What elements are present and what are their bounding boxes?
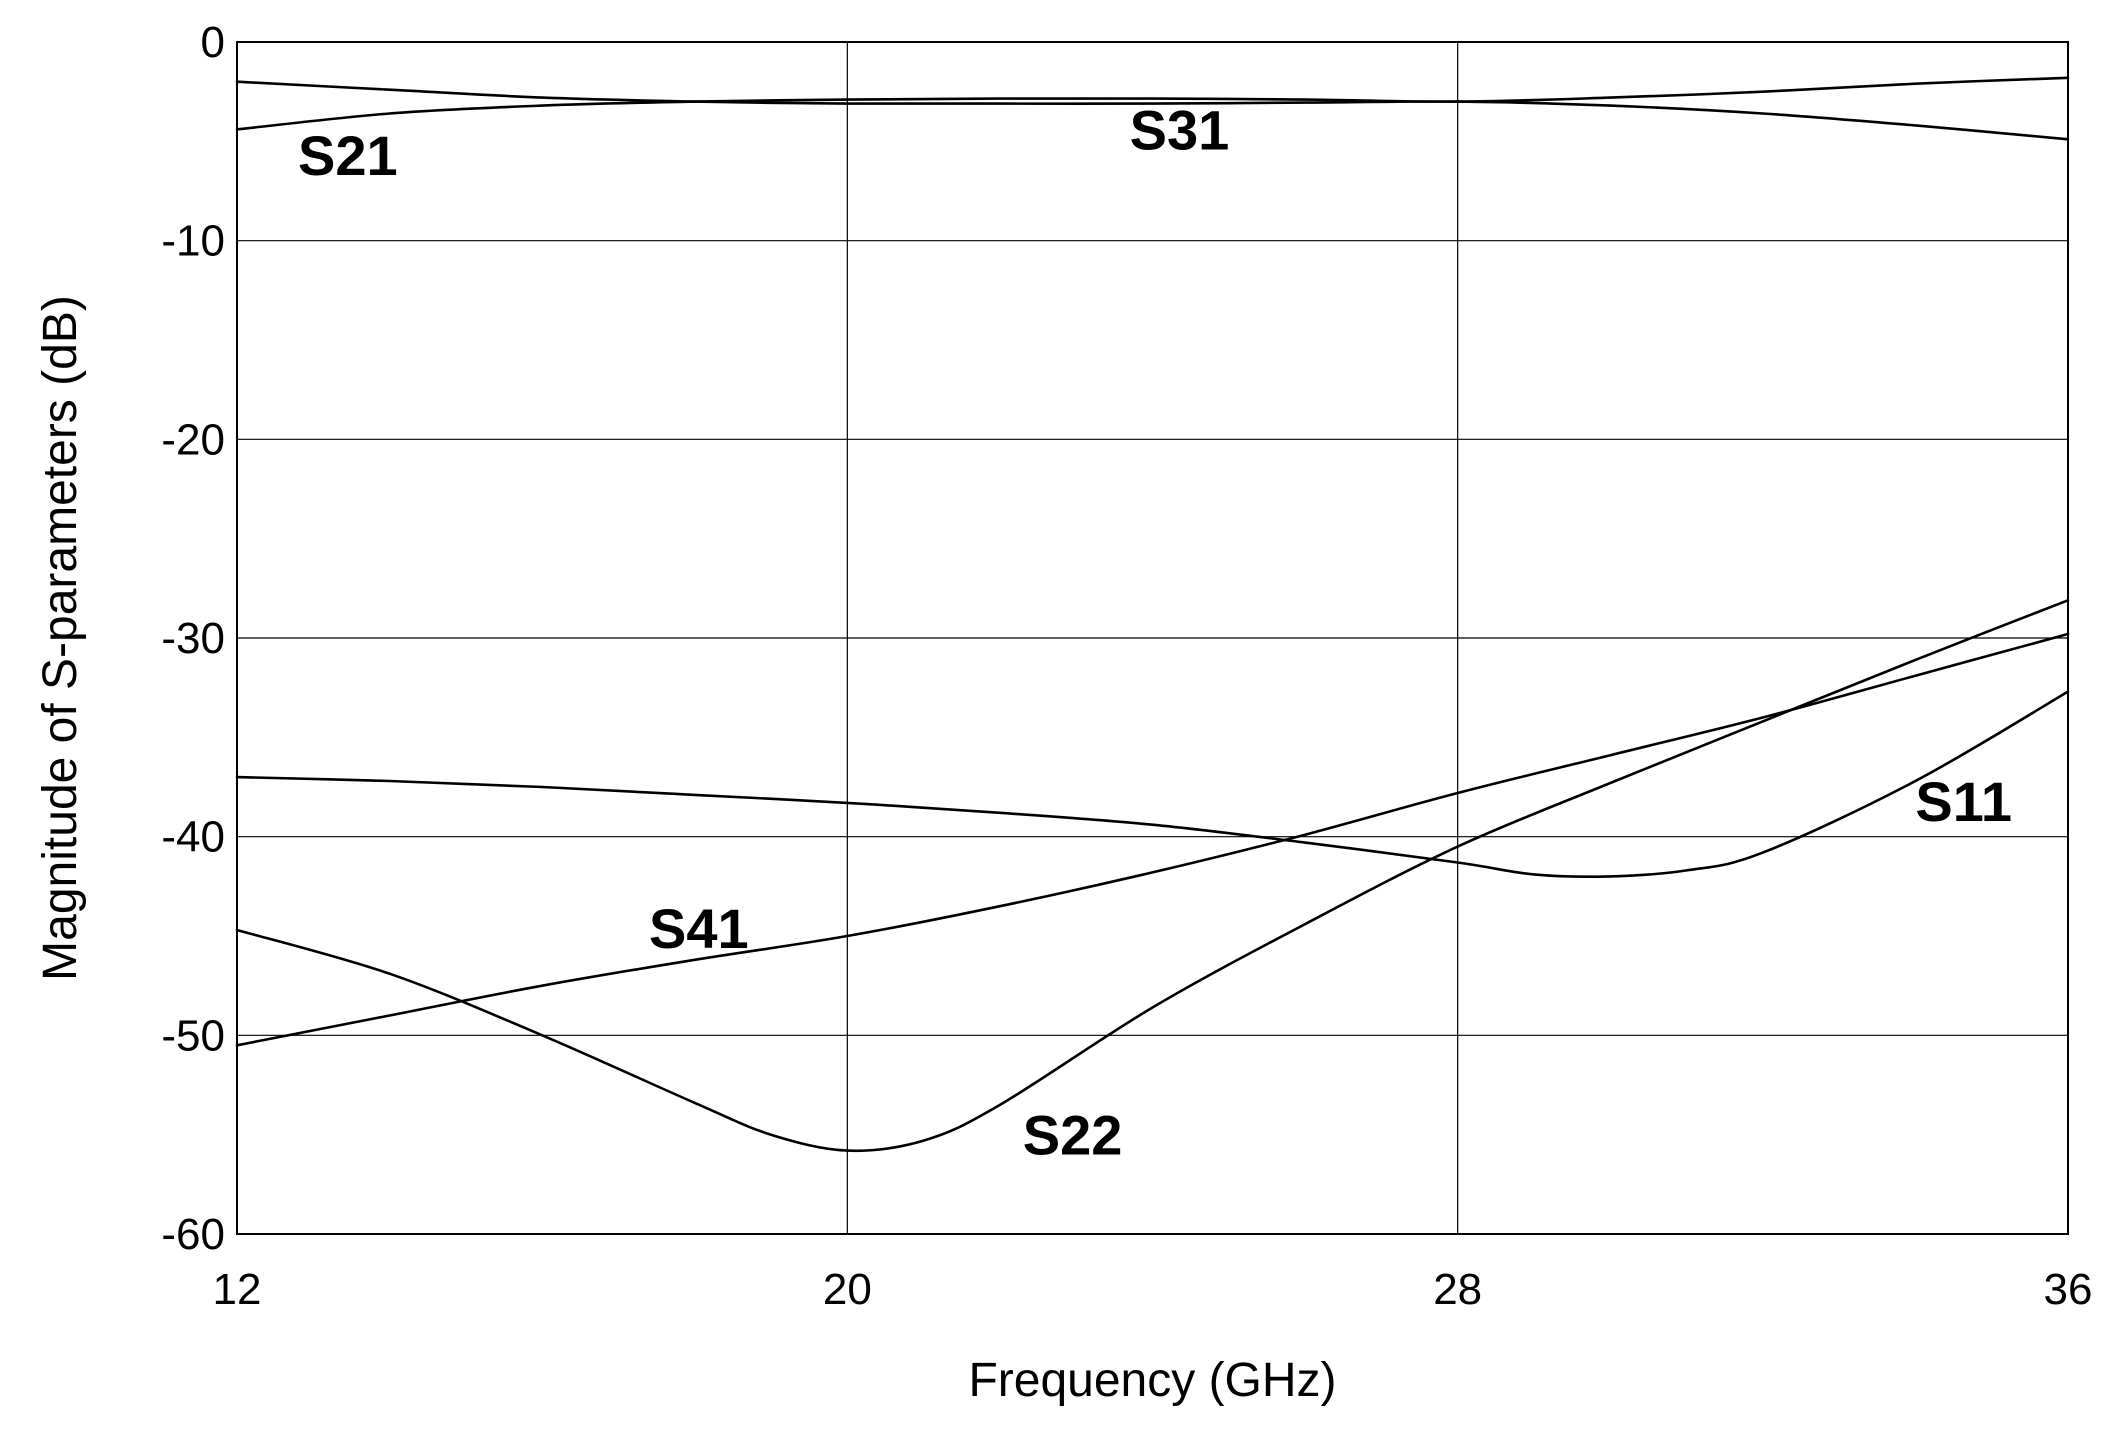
series-line-s41 — [235, 632, 2070, 1047]
series-line-s22 — [235, 599, 2070, 1153]
grid — [237, 42, 2068, 1234]
plot-frame — [236, 41, 2069, 1235]
y-tick-label-0: 0 — [201, 18, 225, 67]
series-label-s21: S21 — [298, 124, 398, 187]
y-tick-label-20: -20 — [161, 415, 225, 464]
series-label-s41: S41 — [649, 897, 749, 960]
y-axis-label: Magnitude of S-parameters (dB) — [34, 295, 87, 981]
series-line-s11 — [235, 690, 2070, 879]
x-axis-label: Frequency (GHz) — [968, 1354, 1336, 1407]
y-tick-label-50: -50 — [161, 1011, 225, 1060]
x-tick-label-12: 12 — [213, 1265, 262, 1314]
series-label-s31: S31 — [1130, 98, 1230, 161]
x-tick-label-20: 20 — [823, 1265, 872, 1314]
y-tick-label-10: -10 — [161, 217, 225, 266]
y-axis-ticks: 0 -10 -20 -30 -40 -50 -60 — [161, 18, 225, 1259]
y-tick-label-60: -60 — [161, 1210, 225, 1259]
series-label-s22: S22 — [1023, 1104, 1123, 1167]
x-tick-label-36: 36 — [2044, 1265, 2093, 1314]
series-label-s11: S11 — [1915, 770, 2012, 833]
x-tick-label-28: 28 — [1433, 1265, 1482, 1314]
y-tick-label-30: -30 — [161, 614, 225, 663]
series-line-s21 — [235, 76, 2070, 131]
x-axis-ticks: 12 20 28 36 — [213, 1265, 2093, 1314]
series-line-s31 — [235, 80, 2070, 141]
y-tick-label-40: -40 — [161, 813, 225, 862]
series-lines — [235, 76, 2070, 1153]
series-labels: S21 S31 S41 S22 S11 — [298, 98, 2012, 1166]
